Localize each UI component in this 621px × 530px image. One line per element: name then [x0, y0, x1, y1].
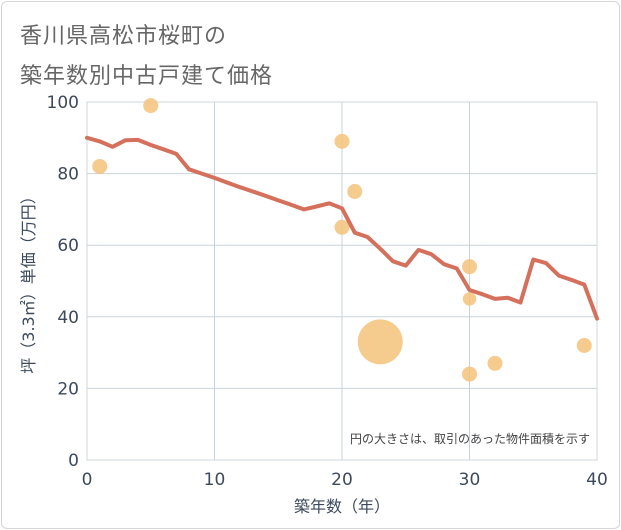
x-tick-label: 30: [459, 470, 481, 490]
y-tick-label: 80: [57, 165, 79, 185]
trend-line-group: [85, 135, 599, 321]
data-points: [92, 98, 592, 382]
data-point: [357, 319, 403, 365]
data-point: [462, 259, 477, 275]
data-point: [462, 366, 477, 382]
y-tick-label: 40: [57, 308, 79, 328]
grid-lines: [87, 102, 597, 460]
y-axis-label: 坪（3.3㎡）単価（万円）: [19, 188, 38, 373]
data-point: [462, 292, 477, 306]
axis-ticks: 0 20 40 60 80 100 0 10 20 30 40: [47, 93, 608, 490]
trend-line: [85, 135, 599, 321]
data-point: [347, 184, 363, 199]
data-point: [143, 98, 159, 114]
x-tick-label: 20: [331, 470, 353, 490]
chart-title-line2: 築年数別中古戸建て価格: [20, 64, 274, 89]
y-tick-label: 20: [57, 379, 79, 399]
data-point: [334, 133, 350, 149]
chart-title-line1: 香川県高松市桜町の: [20, 24, 228, 49]
y-tick-label: 60: [57, 236, 79, 256]
y-tick-label: 100: [47, 93, 79, 113]
data-point: [487, 355, 503, 371]
data-point: [92, 158, 108, 174]
x-tick-label: 0: [82, 470, 93, 490]
y-tick-label: 0: [68, 451, 79, 471]
size-annotation: 円の大きさは、取引のあった物件面積を示す: [350, 431, 590, 446]
data-point: [576, 337, 592, 353]
data-point: [334, 219, 350, 235]
x-tick-label: 40: [586, 470, 608, 490]
x-axis-label: 築年数（年）: [294, 497, 390, 516]
x-tick-label: 10: [204, 470, 226, 490]
